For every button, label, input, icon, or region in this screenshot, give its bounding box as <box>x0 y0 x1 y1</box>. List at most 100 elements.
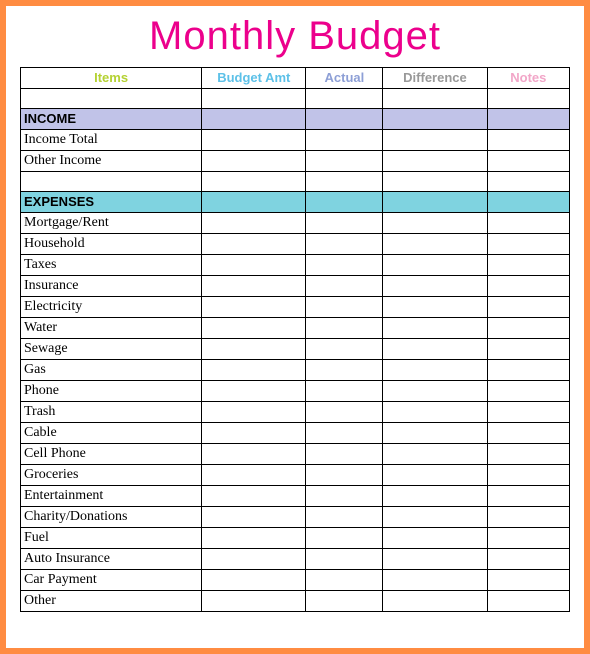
value-cell <box>306 591 383 612</box>
table-row: Gas <box>21 360 570 381</box>
value-cell <box>487 276 569 297</box>
table-row: Entertainment <box>21 486 570 507</box>
table-row: Car Payment <box>21 570 570 591</box>
table-row: Fuel <box>21 528 570 549</box>
empty-cell <box>21 172 202 192</box>
row-label: Groceries <box>21 465 202 486</box>
value-cell <box>487 570 569 591</box>
table-row: Other Income <box>21 151 570 172</box>
empty-cell <box>487 172 569 192</box>
row-label: Taxes <box>21 255 202 276</box>
section-cell <box>487 192 569 213</box>
header-items: Items <box>21 68 202 89</box>
value-cell <box>202 297 306 318</box>
value-cell <box>383 465 487 486</box>
value-cell <box>202 276 306 297</box>
value-cell <box>202 528 306 549</box>
row-label: Charity/Donations <box>21 507 202 528</box>
value-cell <box>306 486 383 507</box>
row-label: Mortgage/Rent <box>21 213 202 234</box>
value-cell <box>383 528 487 549</box>
empty-cell <box>306 89 383 109</box>
value-cell <box>306 130 383 151</box>
section-cell <box>383 192 487 213</box>
section-label: EXPENSES <box>21 192 202 213</box>
table-row: Income Total <box>21 130 570 151</box>
row-label: Other Income <box>21 151 202 172</box>
table-row: Water <box>21 318 570 339</box>
value-cell <box>202 255 306 276</box>
value-cell <box>383 549 487 570</box>
value-cell <box>306 151 383 172</box>
blank-row <box>21 89 570 109</box>
value-cell <box>306 276 383 297</box>
empty-cell <box>383 172 487 192</box>
row-label: Trash <box>21 402 202 423</box>
value-cell <box>487 318 569 339</box>
value-cell <box>306 297 383 318</box>
value-cell <box>383 381 487 402</box>
value-cell <box>383 151 487 172</box>
table-row: Cable <box>21 423 570 444</box>
value-cell <box>383 507 487 528</box>
section-cell <box>487 109 569 130</box>
table-row: Charity/Donations <box>21 507 570 528</box>
section-cell <box>383 109 487 130</box>
empty-cell <box>202 89 306 109</box>
value-cell <box>383 276 487 297</box>
row-label: Cell Phone <box>21 444 202 465</box>
value-cell <box>383 570 487 591</box>
header-difference: Difference <box>383 68 487 89</box>
value-cell <box>487 339 569 360</box>
value-cell <box>487 151 569 172</box>
value-cell <box>487 507 569 528</box>
section-cell <box>306 109 383 130</box>
row-label: Water <box>21 318 202 339</box>
value-cell <box>202 465 306 486</box>
value-cell <box>306 507 383 528</box>
value-cell <box>487 297 569 318</box>
section-row: INCOME <box>21 109 570 130</box>
value-cell <box>202 381 306 402</box>
empty-cell <box>383 89 487 109</box>
value-cell <box>202 570 306 591</box>
value-cell <box>202 151 306 172</box>
value-cell <box>383 297 487 318</box>
value-cell <box>202 444 306 465</box>
value-cell <box>487 549 569 570</box>
value-cell <box>487 591 569 612</box>
table-row: Other <box>21 591 570 612</box>
value-cell <box>487 360 569 381</box>
value-cell <box>383 213 487 234</box>
value-cell <box>487 486 569 507</box>
blank-row <box>21 172 570 192</box>
value-cell <box>383 402 487 423</box>
value-cell <box>383 234 487 255</box>
value-cell <box>487 423 569 444</box>
section-label: INCOME <box>21 109 202 130</box>
value-cell <box>306 402 383 423</box>
page-title: Monthly Budget <box>20 14 570 59</box>
header-notes: Notes <box>487 68 569 89</box>
value-cell <box>306 423 383 444</box>
value-cell <box>306 465 383 486</box>
table-row: Cell Phone <box>21 444 570 465</box>
row-label: Entertainment <box>21 486 202 507</box>
section-row: EXPENSES <box>21 192 570 213</box>
value-cell <box>383 423 487 444</box>
section-cell <box>202 192 306 213</box>
value-cell <box>487 381 569 402</box>
header-actual: Actual <box>306 68 383 89</box>
value-cell <box>487 402 569 423</box>
empty-cell <box>202 172 306 192</box>
row-label: Other <box>21 591 202 612</box>
value-cell <box>202 507 306 528</box>
row-label: Cable <box>21 423 202 444</box>
value-cell <box>306 360 383 381</box>
value-cell <box>383 444 487 465</box>
value-cell <box>383 360 487 381</box>
value-cell <box>383 255 487 276</box>
row-label: Electricity <box>21 297 202 318</box>
table-row: Insurance <box>21 276 570 297</box>
table-row: Groceries <box>21 465 570 486</box>
